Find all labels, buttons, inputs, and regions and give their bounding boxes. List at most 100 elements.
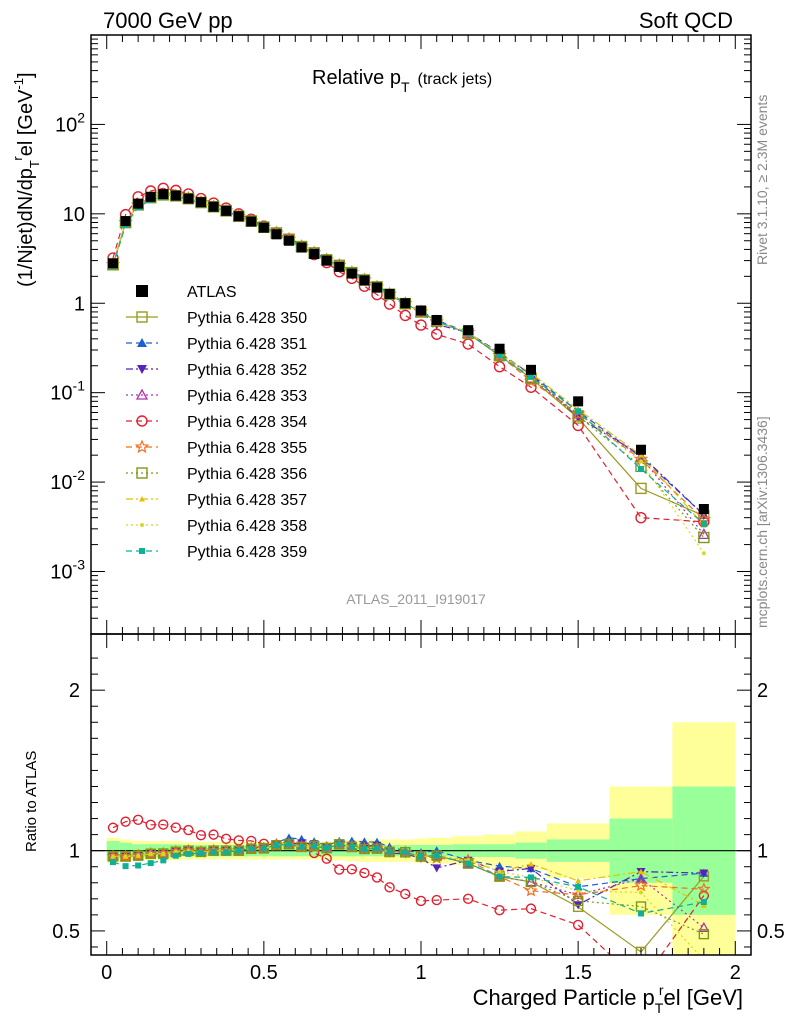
legend-label: Pythia 6.428 358 (187, 518, 307, 535)
chart-title-suffix: (track jets) (418, 71, 493, 88)
mcplots-label: mcplots.cern.ch [arXiv:1306.3436] (754, 416, 770, 628)
data-point (638, 452, 644, 458)
data-point (383, 298, 396, 310)
legend-item: ATLAS (136, 284, 237, 301)
chart-title-main: Relative p (312, 67, 401, 89)
data-point (271, 229, 282, 240)
ratio-point (235, 847, 242, 854)
data-point (415, 319, 427, 331)
ratio-point (495, 861, 505, 870)
data-point (496, 352, 503, 359)
data-point (638, 466, 644, 473)
ratio-point (346, 864, 358, 875)
data-point (462, 338, 474, 350)
data-point (221, 205, 232, 216)
x-axis-label: Charged Particle pTrel [GeV] (473, 982, 743, 1016)
ratio-point (107, 822, 119, 833)
ratio-point (260, 845, 267, 852)
data-point (208, 201, 219, 212)
data-point (309, 249, 320, 260)
ratio-point (296, 841, 307, 853)
top-y-axis-label-part-3: el [GeV (15, 89, 37, 156)
y-tick-label: 102 (55, 109, 85, 136)
data-point (525, 381, 537, 393)
rivet-label: Rivet 3.1.10, ≥ 2.3M events (754, 95, 770, 265)
ratio-point (321, 853, 332, 864)
legend-item: Pythia 6.428 355 (126, 439, 307, 457)
data-point (183, 193, 194, 204)
ratio-point (635, 946, 647, 955)
data-point (108, 258, 118, 269)
ratio-point (111, 854, 115, 859)
legend-label: Pythia 6.428 354 (187, 414, 307, 431)
legend-marker (137, 338, 147, 347)
data-point (573, 396, 584, 407)
ratio-series-group (106, 814, 711, 962)
data-point (698, 531, 710, 544)
data-point (494, 343, 505, 354)
header-left-label: 7000 GeV pp (103, 8, 233, 33)
data-point (463, 325, 474, 336)
y-tick-label: 10-2 (50, 467, 85, 494)
ratio-point (575, 877, 582, 884)
data-point (158, 189, 169, 200)
legend: ATLAS Pythia 6.428 350 Pythia 6.428 351 Pyt… (126, 284, 307, 561)
data-point (284, 235, 294, 246)
ratio-point (572, 895, 584, 907)
legend-marker (134, 439, 150, 454)
ratio-point (638, 868, 644, 875)
ratio-point (210, 849, 217, 856)
ratio-point (248, 845, 255, 852)
ratio-point (273, 842, 280, 849)
ratio-y-tick-label: 2 (69, 680, 80, 702)
data-point (700, 520, 707, 527)
ratio-point (702, 958, 706, 962)
top-y-axis-label: (1/Njet)dN/dpTrel [GeV-1] (10, 72, 42, 287)
data-point (334, 261, 345, 272)
x-tick-label: 2 (730, 962, 741, 984)
ratio-series-line (112, 819, 705, 955)
top-y-axis-label-part-4: -1 (11, 78, 26, 90)
ratio-point (170, 822, 182, 833)
ratio-point (334, 839, 345, 850)
ratio-point (698, 928, 710, 940)
legend-marker (136, 311, 148, 323)
ratio-point (286, 841, 292, 848)
top-y-axis-label-part-1: T (27, 160, 42, 168)
data-point (431, 328, 443, 340)
ratio-point (400, 888, 411, 900)
ratio-point (145, 848, 156, 859)
data-point (528, 373, 534, 380)
ratio-point (336, 841, 343, 848)
x-axis-label-part-0: Charged Particle p (473, 985, 655, 1010)
top-y-axis-label-part-5: ] (15, 72, 37, 78)
legend-marker (136, 285, 148, 297)
ratio-point (135, 862, 142, 869)
ratio-point (122, 863, 129, 870)
data-point (416, 305, 426, 316)
ratio-point (699, 869, 709, 878)
ratio-y-tick-label-right: 0.5 (757, 921, 785, 943)
data-point (399, 309, 411, 322)
legend-item: Pythia 6.428 353 (126, 388, 307, 405)
legend-marker (135, 388, 149, 400)
data-point (196, 197, 206, 208)
ratio-point (433, 852, 440, 859)
data-point (635, 511, 647, 524)
ratio-y-tick-label: 0.5 (52, 921, 80, 943)
ratio-point (348, 843, 355, 850)
ratio-point (639, 890, 643, 895)
legend-marker (136, 415, 148, 427)
analysis-label: ATLAS_2011_I919017 (346, 591, 486, 607)
ratio-point (311, 843, 318, 850)
header-right-label: Soft QCD (639, 8, 733, 33)
top-y-axis-label-part-0: (1/Njet)dN/dp (15, 168, 37, 287)
legend-marker (140, 523, 144, 527)
legend-item: Pythia 6.428 358 (126, 518, 307, 535)
ratio-point (147, 860, 154, 867)
ratio-point (223, 849, 230, 856)
ratio-point (431, 894, 442, 906)
ratio-point (462, 893, 474, 905)
data-point (258, 222, 269, 233)
